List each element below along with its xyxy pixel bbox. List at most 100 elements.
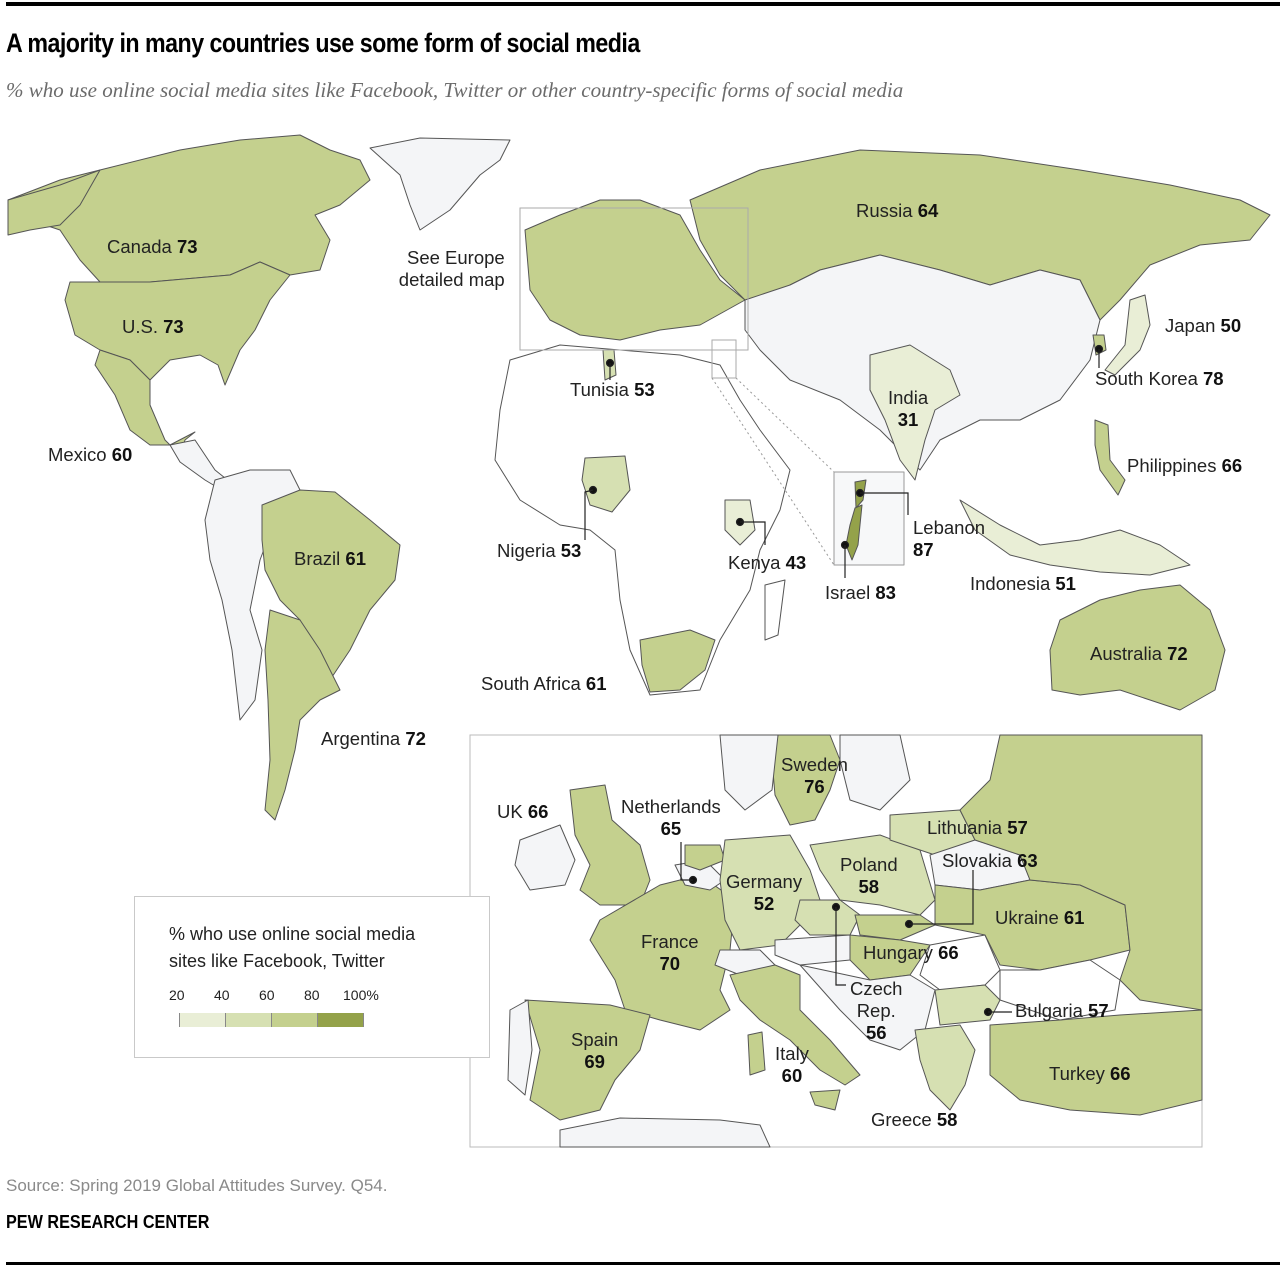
leader-netherlands <box>680 842 693 881</box>
country-philippines <box>1094 419 1126 496</box>
label-hungary: Hungary 66 <box>863 942 959 963</box>
country-brazil <box>261 489 401 681</box>
leader-kenya <box>740 521 766 545</box>
label-nigeria: Nigeria 53 <box>497 540 582 561</box>
value-australia: 72 <box>1167 643 1188 664</box>
value-france: 70 <box>659 953 681 974</box>
label-ukraine: Ukraine 61 <box>995 907 1085 928</box>
country-other-south-america <box>204 469 301 721</box>
europe-country-austria <box>774 934 851 966</box>
label-lithuania: Lithuania 57 <box>927 817 1028 838</box>
value-bulgaria: 57 <box>1088 1000 1109 1021</box>
brand-logo-text: PEW RESEARCH CENTER <box>6 1212 210 1232</box>
label-canada: Canada 73 <box>107 236 198 257</box>
label-netherlands: Netherlands 65 <box>621 796 721 839</box>
europe-country-sardinia <box>747 1031 766 1076</box>
value-canada: 73 <box>176 236 198 257</box>
country-greenland <box>369 137 511 231</box>
label-russia: Russia 64 <box>856 200 939 221</box>
value-tunisia: 53 <box>634 379 655 400</box>
value-mexico: 60 <box>111 444 133 465</box>
legend-swatch-80-100 <box>317 1013 364 1027</box>
europe-country-turkey <box>989 1009 1203 1116</box>
label-poland: Poland 58 <box>840 854 898 897</box>
country-israel <box>845 504 863 561</box>
value-turkey: 66 <box>1110 1063 1131 1084</box>
europe-country-norway-finland <box>719 734 911 811</box>
value-lithuania: 57 <box>1007 817 1028 838</box>
chart-title: A majority in many countries use some fo… <box>6 28 640 58</box>
leader-czech <box>835 907 846 986</box>
country-other-africa <box>494 344 791 696</box>
value-germany: 52 <box>753 893 775 914</box>
europe-country-portugal <box>507 999 533 1096</box>
europe-country-greece <box>914 1024 976 1111</box>
value-india: 31 <box>897 409 919 430</box>
europe-country-ukraine <box>934 879 1131 971</box>
value-slovakia: 63 <box>1017 850 1038 871</box>
country-south-africa <box>639 629 716 693</box>
legend-swatch-60-80 <box>271 1013 317 1027</box>
label-japan: Japan 50 <box>1165 315 1242 336</box>
label-turkey: Turkey 66 <box>1049 1063 1131 1084</box>
country-india <box>869 344 961 481</box>
value-spain: 69 <box>584 1051 605 1072</box>
europe-country-italy <box>729 964 861 1086</box>
value-russia: 64 <box>917 200 939 221</box>
europe-country-ireland <box>514 824 576 891</box>
value-greece: 58 <box>936 1109 958 1130</box>
label-bulgaria: Bulgaria 57 <box>1015 1000 1109 1021</box>
leader-nigeria <box>584 489 594 540</box>
label-lebanon: Lebanon 87 <box>913 517 986 560</box>
value-israel: 83 <box>875 582 896 603</box>
label-philippines: Philippines 66 <box>1127 455 1243 476</box>
europe-country-bulgaria <box>934 984 1001 1026</box>
value-poland: 58 <box>858 876 880 897</box>
legend-swatch-40-60 <box>225 1013 271 1027</box>
europe-country-north-africa <box>559 1117 771 1148</box>
value-lebanon: 87 <box>913 539 934 560</box>
legend-color-scale <box>179 1013 364 1027</box>
label-italy: Italy 60 <box>775 1043 809 1086</box>
value-uk: 66 <box>527 801 549 822</box>
inset-connector-2 <box>711 377 835 566</box>
europe-country-russia-inset <box>959 734 1203 1011</box>
bottom-rule <box>6 1262 1280 1265</box>
label-india: India 31 <box>888 387 929 430</box>
value-south-korea: 78 <box>1203 368 1224 389</box>
value-netherlands: 65 <box>660 818 682 839</box>
value-argentina: 72 <box>405 728 426 749</box>
leader-lebanon <box>860 492 909 515</box>
label-tunisia: Tunisia 53 <box>570 379 655 400</box>
label-us: U.S. 73 <box>122 316 184 337</box>
top-rule <box>6 2 1280 6</box>
label-israel: Israel 83 <box>825 582 896 603</box>
europe-country-black-sea <box>999 959 1121 1021</box>
europe-note: See Europe detailed map <box>398 247 505 290</box>
label-germany: Germany 52 <box>726 871 803 914</box>
country-argentina <box>264 609 341 821</box>
country-australia <box>1049 584 1226 711</box>
label-indonesia: Indonesia 51 <box>970 573 1076 594</box>
value-nigeria: 53 <box>560 540 582 561</box>
label-spain: Spain 69 <box>571 1029 619 1072</box>
chart-subtitle: % who use online social media sites like… <box>6 78 904 102</box>
value-brazil: 61 <box>345 548 366 569</box>
value-kenya: 43 <box>785 552 807 573</box>
country-us <box>64 261 291 386</box>
label-south-korea: South Korea 78 <box>1095 368 1224 389</box>
europe-country-sicily <box>809 1089 841 1111</box>
country-mexico <box>94 349 196 456</box>
leader-slovakia <box>909 870 974 925</box>
label-mexico: Mexico 60 <box>48 444 133 465</box>
source-note: Source: Spring 2019 Global Attitudes Sur… <box>6 1176 388 1195</box>
value-hungary: 66 <box>938 942 959 963</box>
label-greece: Greece 58 <box>871 1109 958 1130</box>
label-sweden: Sweden 76 <box>781 754 848 797</box>
europe-detail-box <box>519 207 749 351</box>
value-indonesia: 51 <box>1055 573 1076 594</box>
value-ukraine: 61 <box>1063 907 1085 928</box>
country-indonesia <box>959 499 1191 576</box>
value-philippines: 66 <box>1221 455 1243 476</box>
